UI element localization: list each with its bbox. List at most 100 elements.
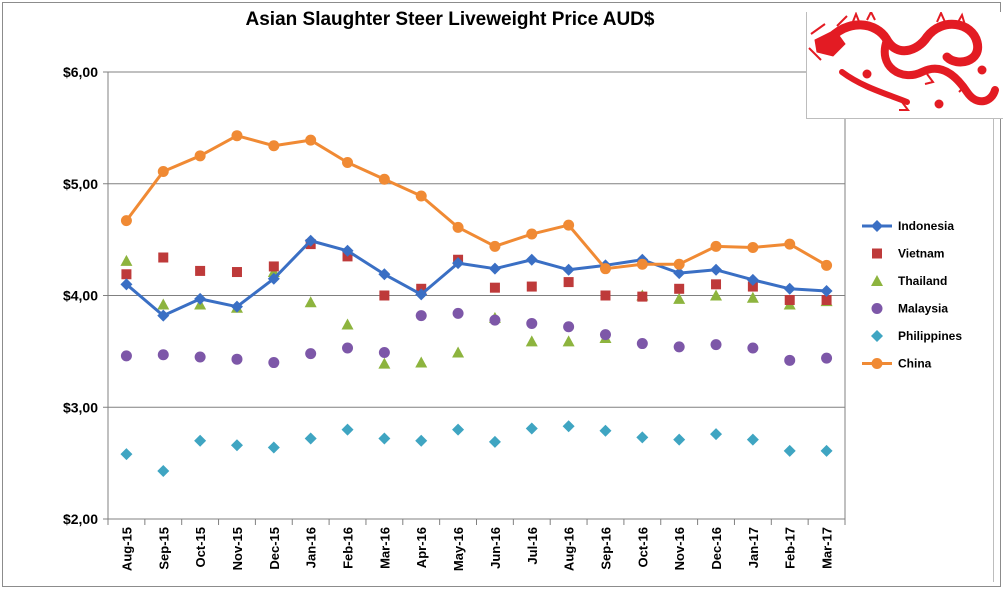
legend-item-vietnam: Vietnam bbox=[872, 247, 944, 261]
data-point-philippines bbox=[267, 441, 280, 454]
x-tick-label: Sep-16 bbox=[598, 527, 613, 570]
data-point-philippines bbox=[783, 444, 796, 457]
legend-label: China bbox=[898, 357, 932, 371]
x-tick-label: Mar-16 bbox=[377, 527, 392, 569]
data-point-indonesia bbox=[820, 285, 833, 298]
legend-label: Vietnam bbox=[898, 247, 944, 261]
series-malaysia bbox=[120, 307, 833, 369]
data-point-philippines bbox=[525, 422, 538, 435]
x-tick-label: May-16 bbox=[451, 527, 466, 571]
data-point-philippines bbox=[120, 448, 133, 461]
data-point-vietnam bbox=[158, 252, 169, 263]
x-tick-label: Jan-16 bbox=[304, 527, 319, 568]
data-point-thailand bbox=[304, 296, 317, 308]
data-point-indonesia bbox=[746, 273, 759, 286]
data-point-thailand bbox=[525, 335, 538, 347]
data-point-malaysia bbox=[563, 321, 575, 333]
data-point-china bbox=[231, 130, 243, 142]
data-point-malaysia bbox=[526, 317, 538, 329]
y-tick-label: $3,00 bbox=[63, 399, 98, 415]
x-tick-label: Aug-16 bbox=[562, 527, 577, 571]
data-point-malaysia bbox=[194, 351, 206, 363]
data-point-philippines bbox=[341, 423, 354, 436]
data-point-vietnam bbox=[121, 269, 132, 280]
data-point-china bbox=[489, 240, 501, 252]
data-point-vietnam bbox=[268, 261, 279, 272]
data-point-philippines bbox=[710, 428, 723, 441]
data-point-philippines bbox=[599, 424, 612, 437]
legend-label: Thailand bbox=[898, 274, 947, 288]
data-point-indonesia bbox=[157, 309, 170, 322]
data-point-thailand bbox=[157, 298, 170, 310]
data-point-thailand bbox=[746, 291, 759, 303]
data-point-philippines bbox=[488, 435, 501, 448]
x-tick-label: Jan-17 bbox=[746, 527, 761, 568]
series-indonesia bbox=[120, 234, 833, 322]
data-point-china bbox=[563, 219, 575, 231]
x-tick-label: Aug-15 bbox=[119, 527, 134, 571]
legend-item-malaysia: Malaysia bbox=[871, 302, 948, 316]
data-point-malaysia bbox=[157, 349, 169, 361]
data-point-thailand bbox=[120, 254, 133, 266]
legend-label: Malaysia bbox=[898, 302, 948, 316]
series-china bbox=[120, 130, 833, 275]
data-point-philippines bbox=[194, 434, 207, 447]
data-point-china bbox=[673, 258, 685, 270]
data-point-philippines bbox=[746, 433, 759, 446]
data-point-china bbox=[452, 221, 464, 233]
data-point-malaysia bbox=[120, 350, 132, 362]
data-point-china bbox=[747, 241, 759, 253]
legend-item-china: China bbox=[862, 357, 932, 371]
data-point-malaysia bbox=[599, 329, 611, 341]
data-point-vietnam bbox=[600, 290, 611, 301]
data-point-indonesia bbox=[525, 253, 538, 266]
data-point-china bbox=[268, 140, 280, 152]
data-point-vietnam bbox=[563, 277, 574, 288]
legend-marker bbox=[871, 330, 883, 342]
y-tick-label: $5,00 bbox=[63, 176, 98, 192]
data-point-indonesia bbox=[562, 263, 575, 276]
right-edge-border bbox=[993, 12, 1002, 582]
data-point-china bbox=[526, 228, 538, 240]
data-point-philippines bbox=[636, 431, 649, 444]
data-point-indonesia bbox=[230, 300, 243, 313]
data-point-indonesia bbox=[452, 257, 465, 270]
data-point-philippines bbox=[673, 433, 686, 446]
data-point-thailand bbox=[415, 356, 428, 368]
data-point-vietnam bbox=[784, 294, 795, 305]
x-tick-label: Oct-15 bbox=[193, 527, 208, 567]
data-point-indonesia bbox=[120, 278, 133, 291]
data-point-malaysia bbox=[489, 314, 501, 326]
data-point-malaysia bbox=[342, 342, 354, 354]
x-tick-label: Nov-15 bbox=[230, 527, 245, 570]
data-point-malaysia bbox=[415, 310, 427, 322]
data-point-indonesia bbox=[378, 268, 391, 281]
y-tick-label: $6,00 bbox=[63, 64, 98, 80]
data-point-malaysia bbox=[305, 348, 317, 360]
data-point-thailand bbox=[673, 292, 686, 304]
data-point-china bbox=[342, 157, 354, 169]
data-point-vietnam bbox=[195, 265, 206, 276]
data-point-indonesia bbox=[304, 234, 317, 247]
data-point-vietnam bbox=[379, 290, 390, 301]
data-point-malaysia bbox=[710, 339, 722, 351]
data-point-indonesia bbox=[194, 292, 207, 305]
data-point-thailand bbox=[710, 289, 723, 301]
data-point-indonesia bbox=[783, 282, 796, 295]
legend-marker bbox=[871, 220, 883, 232]
data-point-vietnam bbox=[821, 294, 832, 305]
series-layer bbox=[120, 130, 833, 477]
data-point-china bbox=[784, 238, 796, 250]
data-point-philippines bbox=[304, 432, 317, 445]
data-point-malaysia bbox=[378, 346, 390, 358]
x-tick-label: Nov-16 bbox=[672, 527, 687, 570]
data-point-vietnam bbox=[674, 283, 685, 294]
data-point-china bbox=[378, 173, 390, 185]
data-point-malaysia bbox=[452, 307, 464, 319]
data-point-china bbox=[305, 134, 317, 146]
series-philippines bbox=[120, 420, 833, 477]
x-tick-label: Jul-16 bbox=[525, 527, 540, 565]
x-tick-label: Sep-15 bbox=[156, 527, 171, 570]
data-point-indonesia bbox=[488, 262, 501, 275]
chart-title: Asian Slaughter Steer Liveweight Price A… bbox=[245, 9, 655, 30]
